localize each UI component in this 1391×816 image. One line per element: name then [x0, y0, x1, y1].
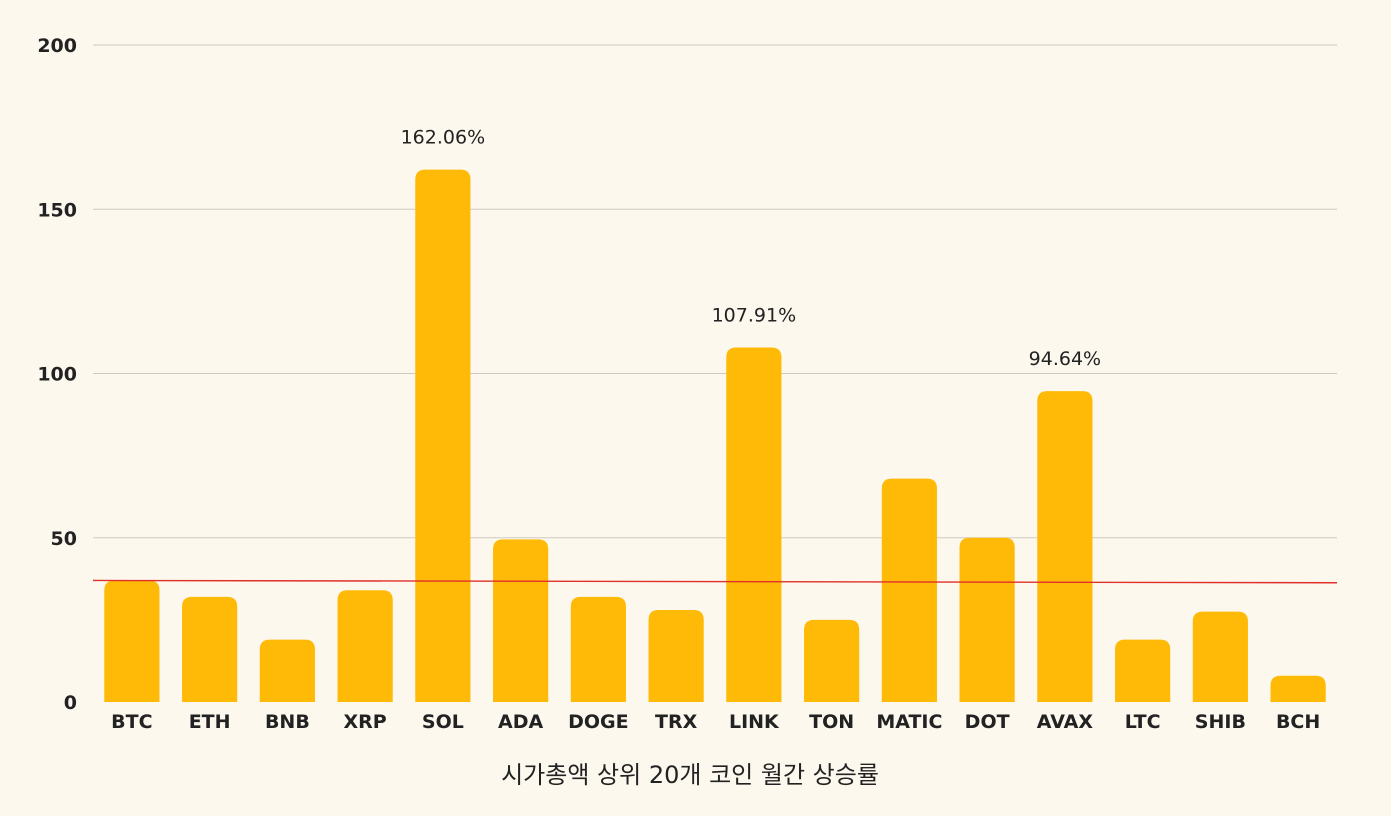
- data-label: 162.06%: [401, 127, 486, 149]
- bar-dot: [959, 537, 1015, 702]
- bar-doge: [570, 596, 626, 702]
- bar-bch: [1270, 675, 1326, 702]
- x-tick-label: BCH: [1276, 711, 1320, 733]
- bar-xrp: [337, 590, 393, 702]
- x-tick-label: LINK: [729, 711, 780, 733]
- grid-lines: [93, 44, 1337, 539]
- bar-ton: [804, 619, 860, 702]
- x-tick-label: TON: [809, 711, 854, 733]
- x-tick-label: DOT: [965, 711, 1010, 733]
- x-tick-label: XRP: [344, 711, 387, 733]
- x-tick-label: SOL: [422, 711, 464, 733]
- bars: [104, 169, 1326, 702]
- x-tick-label: ETH: [189, 711, 231, 733]
- y-tick-label: 200: [37, 35, 77, 57]
- trend-line: [92, 579, 1338, 584]
- trend-line-layer: [92, 579, 1338, 584]
- x-tick-label: LTC: [1125, 711, 1161, 733]
- y-tick-label: 50: [51, 528, 77, 550]
- x-tick-label: BNB: [265, 711, 310, 733]
- bar-ltc: [1115, 639, 1171, 702]
- y-tick-label: 150: [37, 199, 77, 221]
- x-tick-label: BTC: [111, 711, 152, 733]
- x-axis-ticks: BTC ETH BNB XRP SOL ADA DOGE TRX LINK TON MATIC DOT…: [111, 711, 1320, 733]
- x-tick-label: TRX: [655, 711, 698, 733]
- bar-shib: [1192, 611, 1248, 702]
- y-tick-label: 100: [37, 364, 77, 386]
- bar-trx: [648, 610, 704, 702]
- x-axis-title: 시가총액 상위 20개 코인 월간 상승률: [501, 761, 879, 789]
- bar-link: [726, 347, 782, 702]
- x-tick-label: ADA: [498, 711, 543, 733]
- x-tick-label: MATIC: [876, 711, 942, 733]
- x-tick-label: SHIB: [1195, 711, 1246, 733]
- bar-matic: [881, 478, 937, 702]
- data-labels: 162.06% 107.91% 94.64%: [401, 127, 1102, 370]
- bar-bnb: [259, 639, 315, 702]
- bar-eth: [182, 596, 238, 702]
- x-tick-label: AVAX: [1037, 711, 1094, 733]
- data-label: 107.91%: [712, 305, 797, 327]
- y-axis-ticks: 0 50 100 150 200: [37, 35, 77, 714]
- x-tick-label: DOGE: [568, 711, 629, 733]
- bar-sol: [415, 169, 471, 702]
- data-label: 94.64%: [1029, 348, 1101, 370]
- bar-avax: [1037, 391, 1093, 702]
- bar-btc: [104, 580, 160, 702]
- y-tick-label: 0: [64, 692, 77, 714]
- bar-ada: [493, 539, 549, 702]
